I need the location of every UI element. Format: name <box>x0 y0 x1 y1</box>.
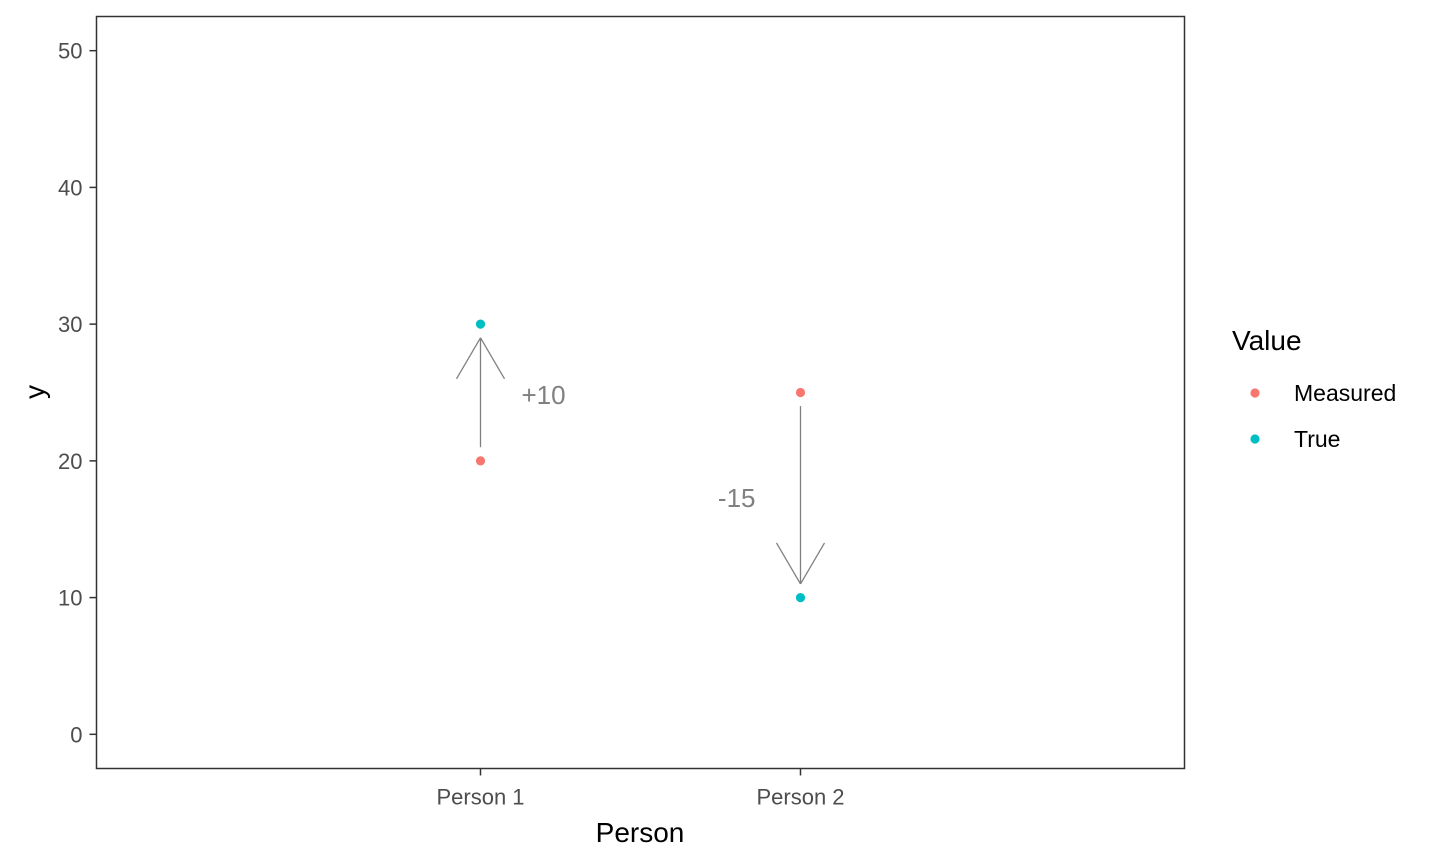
y-tick-label: 30 <box>58 312 82 337</box>
x-axis-title: Person <box>596 817 685 848</box>
legend: Value Measured True <box>1232 325 1396 452</box>
point-measured <box>475 456 486 466</box>
x-tick-label: Person 2 <box>756 785 844 810</box>
legend-items: Measured True <box>1250 380 1396 452</box>
arrow: +10 <box>455 337 566 448</box>
legend-key-true <box>1250 434 1260 444</box>
x-axis: Person 1 Person 2 <box>436 768 845 810</box>
arrow-head-left <box>455 337 482 380</box>
data-points <box>475 319 806 603</box>
arrow-head-left <box>775 542 802 585</box>
x-tick-label: Person 1 <box>436 785 524 810</box>
point-measured <box>795 387 806 398</box>
point-true <box>795 592 806 603</box>
y-tick-label: 40 <box>58 175 82 200</box>
arrow-head-right <box>799 542 826 585</box>
plot-panel <box>95 15 1186 770</box>
legend-label-measured: Measured <box>1294 380 1396 406</box>
y-tick-label: 20 <box>58 449 82 474</box>
y-tick-label: 0 <box>70 722 82 747</box>
point-true <box>475 319 486 329</box>
legend-key-measured <box>1250 388 1260 398</box>
arrow-label: -15 <box>718 483 756 513</box>
y-axis: 0 10 20 30 40 50 <box>58 39 97 747</box>
arrow: -15 <box>718 406 826 585</box>
arrow-label: +10 <box>522 380 566 410</box>
arrow-annotations: +10 -15 <box>455 337 826 585</box>
legend-title: Value <box>1232 325 1302 356</box>
y-tick-label: 10 <box>58 586 82 611</box>
y-axis-title: y <box>19 385 50 399</box>
y-tick-label: 50 <box>58 39 82 64</box>
arrow-head-right <box>479 337 506 380</box>
legend-label-true: True <box>1294 426 1340 452</box>
